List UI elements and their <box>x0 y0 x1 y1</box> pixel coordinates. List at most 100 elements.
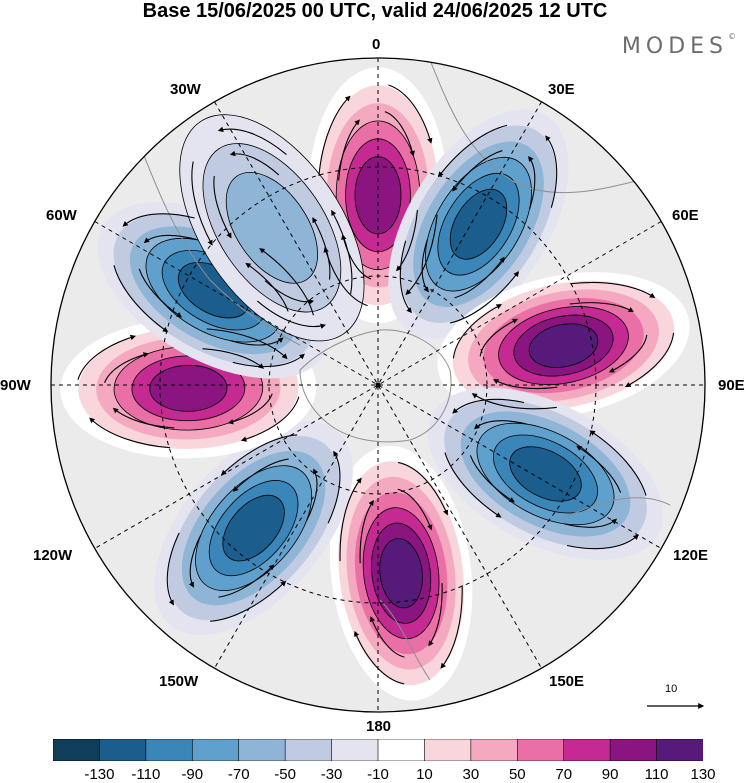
streamline-arrow <box>113 265 169 333</box>
colorbar-tick-label: 70 <box>555 766 573 783</box>
streamline-arrow <box>338 119 360 181</box>
streamline-arrow <box>469 455 515 503</box>
streamline-arrow <box>444 452 502 518</box>
streamline-arrow <box>471 393 557 410</box>
anomaly-center <box>179 114 365 342</box>
streamline-arrow <box>188 534 202 588</box>
polar-map <box>50 57 706 713</box>
lon-label-30w: 30W <box>170 81 201 98</box>
anomaly-contour <box>509 446 582 502</box>
lon-label-60w: 60W <box>46 207 77 224</box>
streamline-arrow <box>449 271 520 324</box>
streamline-arrow <box>566 534 639 550</box>
colorbar <box>53 739 703 761</box>
brand-text: MODES <box>621 34 728 59</box>
colorbar-tick-label: 110 <box>644 766 669 783</box>
colorbar-tick-label: 10 <box>416 766 433 783</box>
streamline-arrow <box>331 209 353 295</box>
colorbar-tick-label: -90 <box>181 766 204 783</box>
streamline-arrow <box>229 150 280 176</box>
map-title: Base 15/06/2025 00 UTC, valid 24/06/2025… <box>142 0 608 22</box>
anomaly-contour <box>222 494 285 562</box>
streamline-arrow <box>209 580 287 622</box>
lon-label-120w: 120W <box>33 547 73 564</box>
colorbar-swatch <box>470 739 518 761</box>
streamline-arrow <box>369 616 405 658</box>
colorbar-swatch <box>99 739 147 761</box>
streamline-arrow <box>217 126 287 155</box>
colorbar-tick-label: -10 <box>367 766 389 783</box>
colorbar-swatch <box>53 739 101 761</box>
streamline-arrow <box>428 583 443 647</box>
anomaly-contour <box>225 171 319 284</box>
streamline-arrow <box>138 268 183 318</box>
colorbar-swatch <box>238 739 286 761</box>
streamline-arrow <box>89 417 171 449</box>
streamline-arrow <box>259 248 314 316</box>
colorbar-swatch <box>656 739 703 761</box>
lon-label-150e: 150E <box>549 673 585 690</box>
streamline-arrow <box>354 630 405 685</box>
colorbar-swatch <box>284 739 333 761</box>
streamline-arrow <box>166 532 180 606</box>
colorbar-swatch <box>516 739 565 761</box>
streamline-arrow <box>143 234 197 244</box>
colorbar-tick-label: 50 <box>508 766 526 783</box>
colorbar-swatch <box>145 739 193 761</box>
lon-label-90e: 90E <box>718 377 745 394</box>
streamline-arrow <box>397 488 433 531</box>
streamline-arrow <box>569 302 635 313</box>
streamline-arrow <box>227 393 273 425</box>
streamline-arrow <box>479 318 519 357</box>
anomaly-contour <box>528 323 599 368</box>
streamline-arrow <box>564 518 617 528</box>
streamline-arrow <box>318 95 351 176</box>
colorbar-tick-label: 30 <box>462 766 480 783</box>
graticule <box>51 58 705 712</box>
streamline-arrow <box>191 161 213 246</box>
streamline-arrow <box>570 281 656 299</box>
streamline-arrow <box>405 214 438 295</box>
streamline-arrow <box>213 175 232 239</box>
colorbar-swatch <box>424 739 472 761</box>
colorbar-tick-label: -110 <box>131 766 161 783</box>
streamline-arrow <box>232 458 289 492</box>
streamline-arrow <box>576 445 622 493</box>
colorbar-tick-label: -70 <box>227 766 250 783</box>
lon-label-60e: 60E <box>672 207 699 224</box>
streamline-arrow <box>206 328 288 360</box>
streamline-arrow <box>437 124 508 178</box>
reference-vector-label: 10 <box>665 683 678 695</box>
colorbar-tick-label: -130 <box>84 766 115 783</box>
streamline-arrow <box>452 398 525 414</box>
colorbar-swatch <box>563 739 611 761</box>
lon-label-180: 180 <box>366 718 392 735</box>
streamline-arrow <box>454 256 505 299</box>
streamline-arrow <box>312 217 331 280</box>
streamline-arrow <box>624 332 675 388</box>
streamline-arrow <box>341 234 372 280</box>
streamline-arrow <box>339 477 362 562</box>
streamline-arrow <box>104 352 149 384</box>
anomaly-contour <box>379 538 423 609</box>
modes-logo: MODES© <box>621 32 736 59</box>
streamline-arrow <box>421 239 429 293</box>
streamline-arrow <box>359 500 374 564</box>
streamline-arrow <box>492 379 558 390</box>
streamline-arrow <box>257 300 327 329</box>
coastlines <box>129 59 671 681</box>
streamline-arrow <box>112 407 175 429</box>
colorbar-swatch <box>191 739 240 761</box>
copyright-mark: © <box>728 32 736 41</box>
streamline-arrow <box>440 585 463 669</box>
streamline-arrow <box>240 396 300 442</box>
streamline-arrow <box>396 210 418 272</box>
streamline-arrow <box>474 420 527 430</box>
streamline-arrow <box>528 156 536 210</box>
streamline-arrow <box>230 337 284 346</box>
streamline-arrow <box>384 111 415 157</box>
streamline-arrow <box>77 334 136 380</box>
lon-label-90w: 90W <box>0 377 31 394</box>
streamline-arrow <box>545 135 558 208</box>
anomaly-center <box>427 387 664 561</box>
